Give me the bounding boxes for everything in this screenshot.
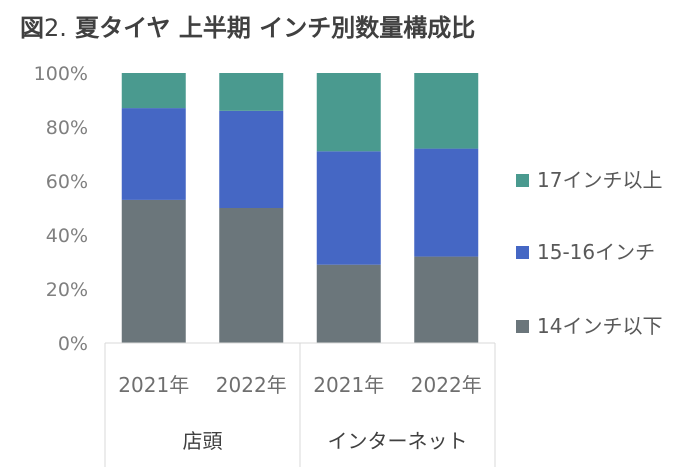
bar-segment-15-16インチ [414, 148, 479, 257]
legend-swatch [516, 320, 529, 333]
bar-segment-17インチ以上 [316, 73, 381, 152]
legend: 17インチ以上 15-16インチ 14インチ以下 [516, 168, 662, 338]
y-tick-label: 80% [46, 117, 88, 139]
legend-label: 15-16インチ [537, 240, 655, 264]
bar-segment-17インチ以上 [121, 73, 186, 109]
bar-segment-14インチ以下 [414, 256, 479, 343]
x-group-label: 店頭 [183, 429, 223, 453]
title-text: 夏タイヤ 上半期 インチ別数量構成比 [66, 14, 476, 42]
legend-label: 14インチ以下 [537, 314, 662, 338]
y-axis: 0% 20% 40% 60% 80% 100% [34, 63, 88, 355]
y-tick-label: 100% [34, 63, 88, 85]
legend-swatch [516, 174, 529, 187]
bar-segment-14インチ以下 [121, 199, 186, 343]
bar-segment-15-16インチ [219, 110, 284, 208]
title-prefix: 図 [20, 14, 44, 42]
legend-label: 17インチ以上 [537, 168, 662, 192]
bar-segment-17インチ以上 [219, 73, 284, 111]
bar-segment-15-16インチ [121, 108, 186, 200]
title-number: 2. [44, 14, 67, 42]
x-group-label: インターネット [328, 429, 468, 453]
y-tick-label: 60% [46, 171, 88, 193]
bars [121, 73, 479, 343]
bar-segment-17インチ以上 [414, 73, 479, 149]
chart-title: 図2. 夏タイヤ 上半期 インチ別数量構成比 [20, 8, 475, 43]
x-category-label: 2022年 [411, 373, 482, 397]
bar-segment-14インチ以下 [316, 264, 381, 343]
x-category-label: 2022年 [216, 373, 287, 397]
bar-segment-15-16インチ [316, 151, 381, 265]
x-category-label: 2021年 [313, 373, 384, 397]
y-tick-label: 40% [46, 225, 88, 247]
y-tick-label: 20% [46, 279, 88, 301]
legend-swatch [516, 246, 529, 259]
bar-segment-14インチ以下 [219, 208, 284, 343]
y-tick-label: 0% [58, 333, 88, 355]
x-category-label: 2021年 [118, 373, 189, 397]
